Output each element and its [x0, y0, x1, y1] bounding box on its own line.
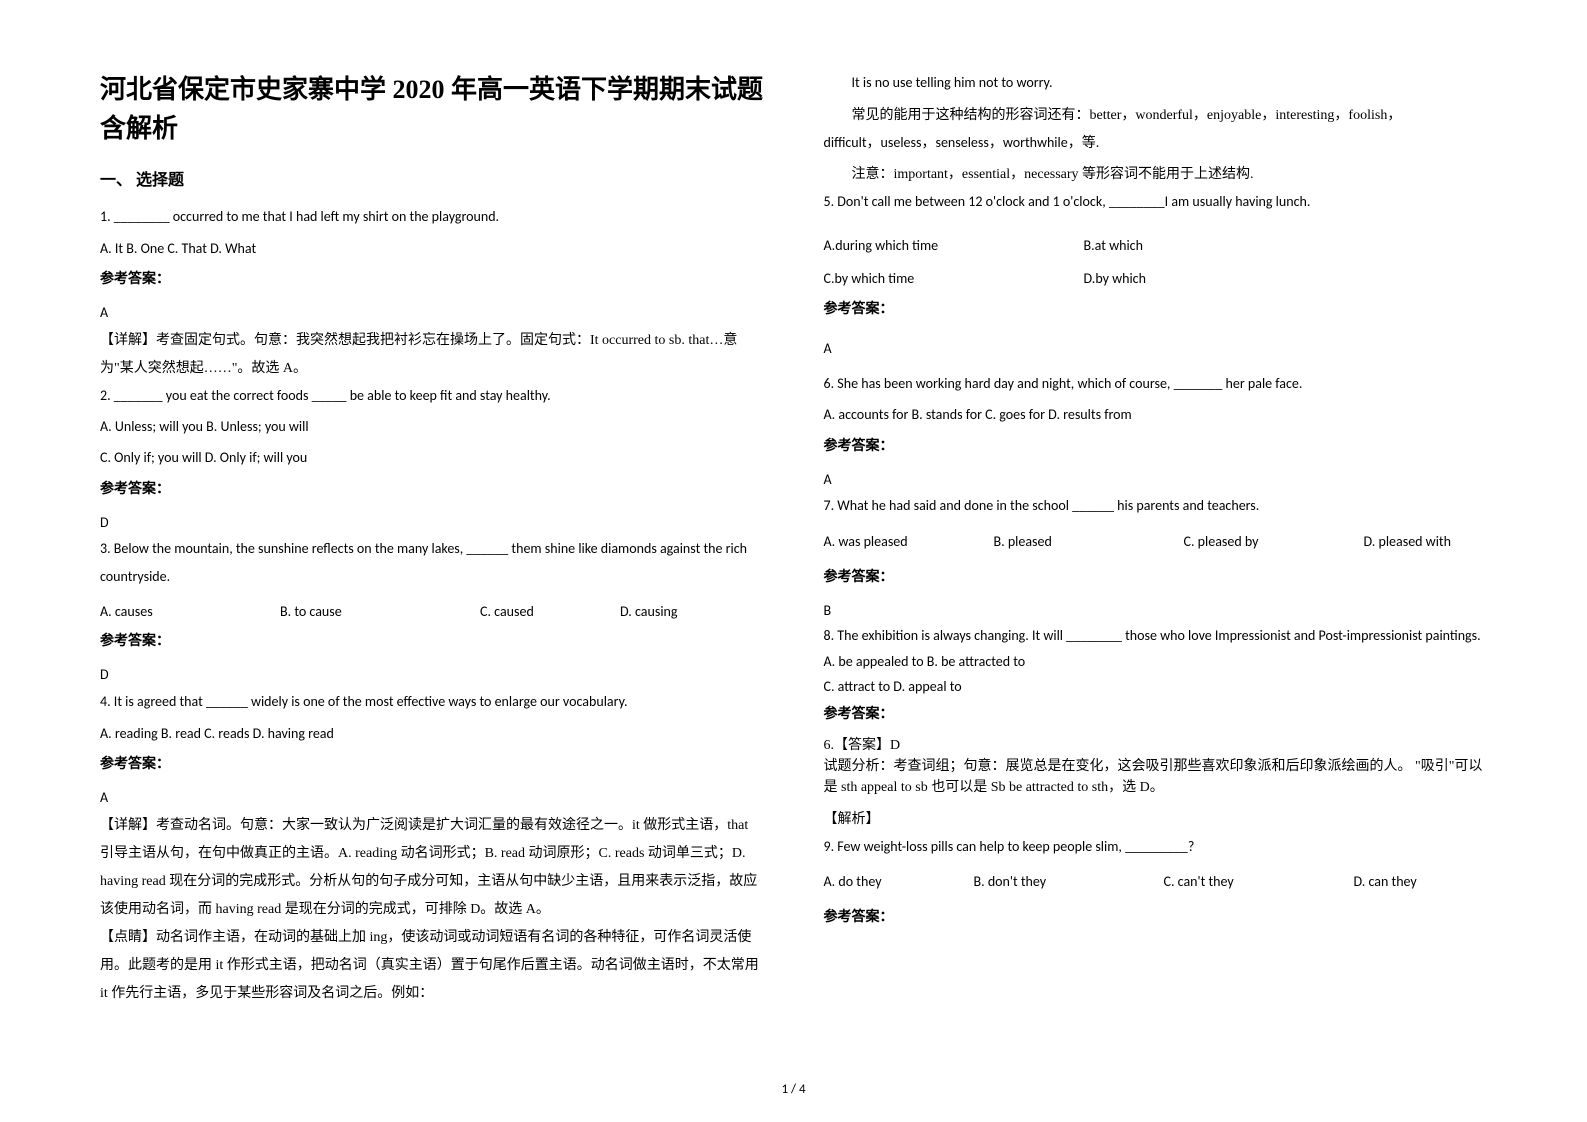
question-6-options: A. accounts for B. stands for C. goes fo…	[824, 402, 1488, 429]
answer-label: 参考答案：	[100, 478, 764, 498]
right-column: It is no use telling him not to worry. 常…	[824, 70, 1488, 1052]
question-4-text: 4. It is agreed that ______ widely is on…	[100, 693, 628, 710]
option-d: D.by which	[1084, 262, 1344, 296]
question-3-answer: D	[100, 662, 764, 689]
continuation-line-2: 常见的能用于这种结构的形容词还有：better，wonderful，enjoya…	[824, 102, 1488, 130]
question-1-text: 1. ________ occurred to me that I had le…	[100, 208, 499, 225]
answer-label: 参考答案：	[824, 906, 1488, 926]
question-9: 9. Few weight-loss pills can help to kee…	[824, 834, 1488, 862]
option-b: B.at which	[1084, 229, 1344, 263]
option-b: B. to cause	[280, 603, 480, 620]
question-7-text: 7. What he had said and done in the scho…	[824, 497, 1260, 514]
option-b: B. pleased	[994, 533, 1184, 550]
document-title: 河北省保定市史家寨中学 2020 年高一英语下学期期末试题含解析	[100, 70, 764, 148]
option-a: A. causes	[100, 603, 280, 620]
question-5-options: A.during which time B.at which C.by whic…	[824, 229, 1488, 296]
answer-label: 参考答案：	[824, 298, 1488, 318]
question-8-answer-num: 6.【答案】D	[824, 735, 1488, 756]
question-2-options-cd: C. Only if; you will D. Only if; will yo…	[100, 445, 764, 472]
question-3-text: 3. Below the mountain, the sunshine refl…	[100, 540, 747, 585]
question-4: 4. It is agreed that ______ widely is on…	[100, 689, 764, 717]
question-4-options: A. reading B. read C. reads D. having re…	[100, 721, 764, 748]
page-number: 1 / 4	[781, 1082, 805, 1097]
answer-label: 参考答案：	[100, 268, 764, 288]
continuation-line-3: difficult，useless，senseless，worthwhile，等…	[824, 130, 1488, 158]
question-9-text: 9. Few weight-loss pills can help to kee…	[824, 838, 1195, 855]
option-d: D. can they	[1354, 873, 1417, 890]
question-4-explanation-2: 【点睛】动名词作主语，在动词的基础上加 ing，使该动词或动词短语有名词的各种特…	[100, 924, 764, 1008]
question-6: 6. She has been working hard day and nig…	[824, 371, 1488, 399]
answer-label: 参考答案：	[100, 630, 764, 650]
question-8-options-ab: A. be appealed to B. be attracted to	[824, 651, 1488, 672]
question-8-analysis-label: 【解析】	[824, 806, 1488, 834]
question-9-options: A. do they B. don't they C. can't they D…	[824, 873, 1488, 890]
answer-label: 参考答案：	[824, 703, 1488, 723]
question-8-options-cd: C. attract to D. appeal to	[824, 676, 1488, 697]
option-a: A.during which time	[824, 229, 1084, 263]
question-7-answer: B	[824, 598, 1488, 625]
question-1-options: A. It B. One C. That D. What	[100, 236, 764, 263]
question-3-options: A. causes B. to cause C. caused D. causi…	[100, 603, 764, 620]
left-column: 河北省保定市史家寨中学 2020 年高一英语下学期期末试题含解析 一、 选择题 …	[100, 70, 764, 1052]
option-c: C. can't they	[1164, 873, 1354, 890]
question-1-answer: A	[100, 300, 764, 327]
option-d: D. pleased with	[1364, 533, 1451, 550]
question-1: 1. ________ occurred to me that I had le…	[100, 204, 764, 232]
question-8-explanation: 试题分析：考查词组；句意：展览总是在变化，这会吸引那些喜欢印象派和后印象派绘画的…	[824, 756, 1488, 798]
question-2: 2. _______ you eat the correct foods ___…	[100, 383, 764, 411]
question-5: 5. Don't call me between 12 o'clock and …	[824, 189, 1488, 217]
question-2-answer: D	[100, 510, 764, 537]
question-3: 3. Below the mountain, the sunshine refl…	[100, 536, 764, 591]
option-b: B. don't they	[974, 873, 1164, 890]
option-d: D. causing	[620, 603, 760, 620]
question-4-explanation-1: 【详解】考查动名词。句意：大家一致认为广泛阅读是扩大词汇量的最有效途径之一。it…	[100, 812, 764, 924]
question-5-text: 5. Don't call me between 12 o'clock and …	[824, 193, 1311, 210]
answer-label: 参考答案：	[824, 435, 1488, 455]
question-7-options: A. was pleased B. pleased C. pleased by …	[824, 533, 1488, 550]
option-c: C. caused	[480, 603, 620, 620]
question-2-text: 2. _______ you eat the correct foods ___…	[100, 387, 551, 404]
page-columns: 河北省保定市史家寨中学 2020 年高一英语下学期期末试题含解析 一、 选择题 …	[100, 70, 1487, 1052]
question-6-answer: A	[824, 467, 1488, 494]
question-1-explanation: 【详解】考查固定句式。句意：我突然想起我把衬衫忘在操场上了。固定句式：It oc…	[100, 327, 764, 383]
continuation-line-1: It is no use telling him not to worry.	[824, 70, 1488, 98]
question-8: 8. The exhibition is always changing. It…	[824, 625, 1488, 647]
question-7: 7. What he had said and done in the scho…	[824, 493, 1488, 521]
answer-label: 参考答案：	[100, 753, 764, 773]
option-a: A. do they	[824, 873, 974, 890]
question-5-answer: A	[824, 336, 1488, 363]
answer-label: 参考答案：	[824, 566, 1488, 586]
continuation-line-4: 注意：important，essential，necessary 等形容词不能用…	[824, 161, 1488, 189]
option-c: C.by which time	[824, 262, 1084, 296]
question-8-text: 8. The exhibition is always changing. It…	[824, 627, 1481, 644]
option-a: A. was pleased	[824, 533, 994, 550]
section-heading: 一、 选择题	[100, 166, 764, 190]
question-2-options-ab: A. Unless; will you B. Unless; you will	[100, 414, 764, 441]
question-4-answer: A	[100, 785, 764, 812]
option-c: C. pleased by	[1184, 533, 1364, 550]
question-6-text: 6. She has been working hard day and nig…	[824, 375, 1303, 392]
